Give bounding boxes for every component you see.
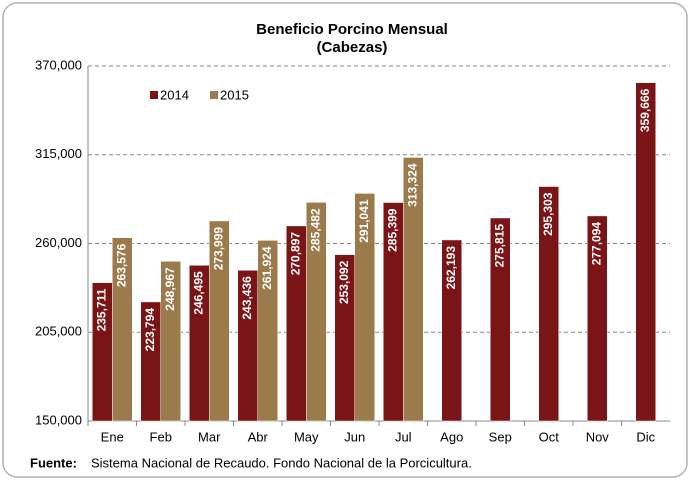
value-label: 273,999 (211, 227, 225, 271)
bar (403, 157, 424, 422)
y-tick-label: 370,000 (35, 57, 82, 72)
x-tick-label: Feb (150, 429, 172, 444)
legend-label: 2015 (220, 87, 249, 102)
chart-title: Beneficio Porcino Mensual (256, 21, 448, 38)
bar (306, 202, 327, 422)
value-label: 248,967 (163, 267, 177, 311)
value-label: 291,041 (357, 199, 371, 243)
y-tick-label: 260,000 (35, 235, 82, 250)
x-tick-label: Nov (586, 429, 610, 444)
value-label: 253,092 (337, 260, 351, 304)
x-tick-label: Jun (344, 429, 365, 444)
value-label: 235,711 (94, 288, 108, 331)
value-label: 285,399 (385, 208, 399, 252)
x-tick-label: Jul (395, 429, 412, 444)
legend-label: 2014 (160, 87, 189, 102)
source-label: Fuente: (30, 455, 77, 470)
value-label: 295,303 (541, 192, 555, 236)
x-tick-label: Ago (440, 429, 463, 444)
value-label: 263,576 (114, 243, 128, 287)
bar (354, 193, 375, 422)
bar (490, 217, 511, 422)
bar (112, 237, 133, 422)
value-label: 246,495 (191, 271, 205, 315)
value-label: 285,482 (308, 208, 322, 252)
bar (441, 239, 462, 422)
bar (209, 220, 230, 422)
value-label: 313,324 (405, 163, 419, 207)
value-label: 275,815 (492, 224, 506, 268)
y-tick-label: 150,000 (35, 412, 82, 427)
x-tick-label: Sep (489, 429, 512, 444)
bar (257, 240, 278, 422)
source: Sistema Nacional de Recaudo. Fondo Nacio… (91, 455, 472, 470)
x-tick-label: Dic (636, 429, 655, 444)
y-tick-label: 205,000 (35, 324, 82, 339)
legend-swatch (150, 91, 158, 99)
value-label: 277,094 (589, 222, 603, 266)
value-label: 262,193 (444, 246, 458, 290)
value-label: 243,436 (240, 276, 254, 320)
y-tick-label: 315,000 (35, 146, 82, 161)
value-label: 223,794 (143, 308, 157, 352)
x-tick-label: Mar (198, 429, 221, 444)
value-label: 261,924 (260, 246, 274, 290)
bar (587, 215, 608, 422)
x-tick-label: May (294, 429, 319, 444)
value-label: 359,666 (638, 88, 652, 132)
bar (635, 82, 656, 422)
x-tick-label: Abr (248, 429, 269, 444)
value-label: 270,897 (288, 232, 302, 276)
x-tick-label: Oct (539, 429, 560, 444)
bar (538, 186, 559, 422)
chart-subtitle: (Cabezas) (317, 39, 388, 56)
bar (160, 261, 181, 422)
legend-swatch (210, 91, 218, 99)
x-tick-label: Ene (101, 429, 124, 444)
